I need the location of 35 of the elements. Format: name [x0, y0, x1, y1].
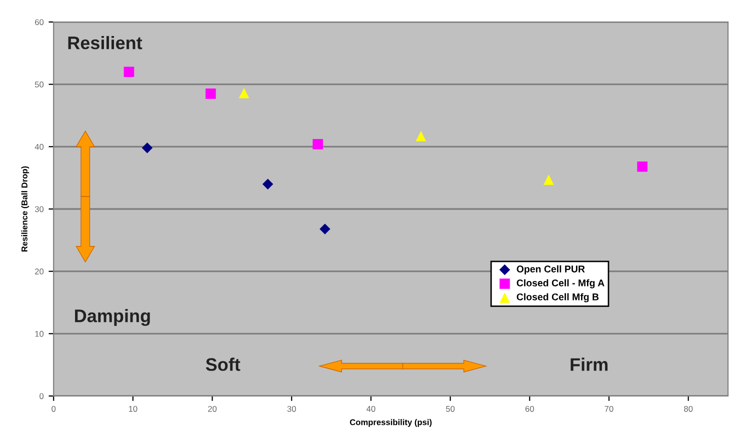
point [416, 130, 426, 142]
x-tick-label: 60 [525, 406, 534, 412]
y-tick-label: 0 [40, 393, 44, 400]
point [206, 88, 216, 99]
x-tick-label: 50 [446, 406, 455, 412]
x-tick-label: 20 [208, 406, 217, 412]
legend-label: Closed Cell Mfg B [516, 293, 599, 302]
annotation: Soft [206, 358, 240, 371]
legend-label: Closed Cell - Mfg A [516, 279, 604, 288]
x-tick-label: 70 [604, 406, 614, 412]
x-tick-label: 30 [287, 406, 296, 412]
point [262, 178, 274, 190]
legend-label: Open Cell PUR [516, 265, 585, 274]
x-axis-title: Compressibility (psi) [350, 419, 432, 427]
x-tick-label: 10 [128, 406, 138, 412]
y-axis-title: Resilience (Ball Drop) [21, 166, 30, 252]
point [320, 224, 330, 234]
y-tick-label: 60 [35, 19, 44, 26]
annotation: Firm [570, 358, 608, 371]
point [238, 88, 250, 98]
x-tick-label: 40 [366, 406, 376, 412]
y-tick-label: 30 [34, 206, 44, 212]
point [124, 66, 134, 78]
point [142, 142, 153, 154]
y-tick-label: 20 [35, 268, 44, 274]
point [544, 174, 554, 185]
y-tick-label: 10 [35, 330, 44, 337]
point [637, 161, 648, 172]
annotation: Resilient [68, 36, 142, 50]
x-tick-label: 0 [52, 406, 56, 412]
x-tick-label: 80 [684, 406, 693, 412]
annotation: Damping [75, 309, 150, 326]
y-tick-label: 50 [34, 82, 44, 88]
point [312, 139, 323, 150]
y-tick-label: 40 [34, 144, 44, 150]
